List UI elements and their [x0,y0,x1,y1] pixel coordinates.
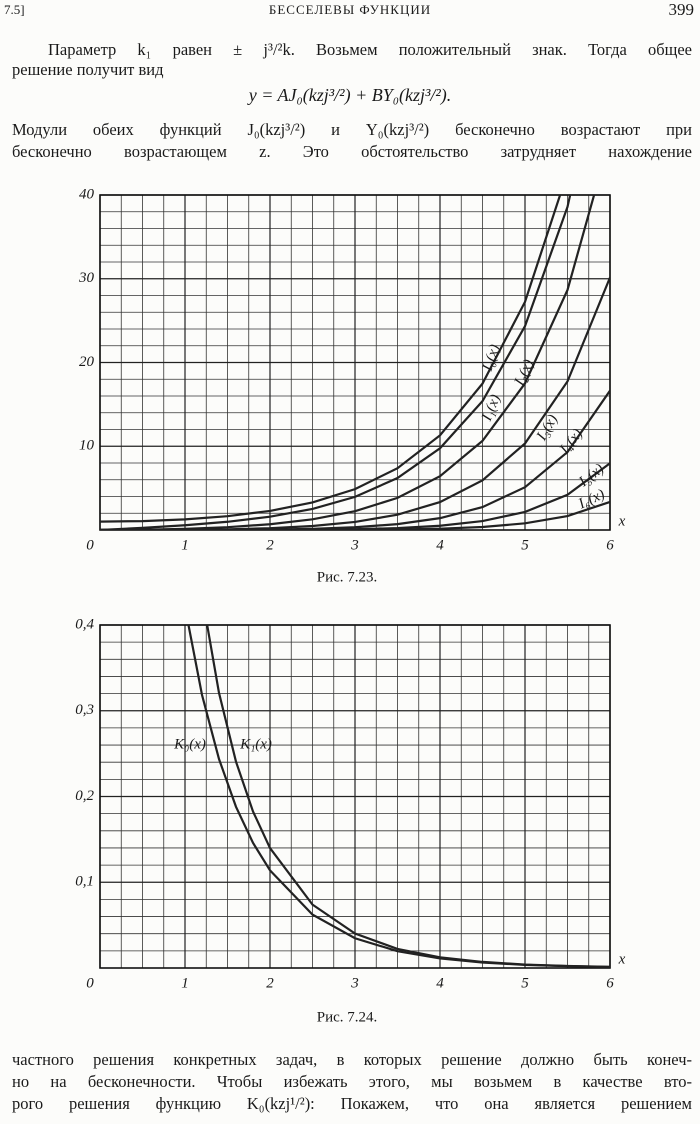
y-tick-label: 40 [79,186,95,202]
y-tick-label: 0,2 [75,788,94,804]
y-tick-label: 20 [79,354,95,370]
x-tick-label: 2 [266,975,274,991]
y-tick-label: 0,3 [75,702,94,718]
text-line: бесконечно возрастающем z. Это обстоятел… [12,142,692,161]
curve [100,500,610,530]
x-tick-label: 0 [86,537,94,553]
curve [100,195,572,530]
x-tick-label: 4 [436,537,444,553]
text-line: частного решения конкретных задач, в кот… [12,1050,692,1069]
section-number: 7.5] [4,2,25,17]
x-axis-label: x [618,513,626,529]
x-tick-label: 6 [606,537,614,553]
x-tick-label: 3 [350,537,359,553]
curve-label: K₀(x) [173,736,206,752]
page-number: 399 [668,0,695,19]
running-title: БЕССЕЛЕВЫ ФУНКЦИИ [268,2,432,17]
curve [206,625,610,968]
x-tick-label: 0 [86,975,94,991]
text-line: но на бесконечности. Чтобы избежать этог… [12,1072,692,1091]
x-tick-label: 1 [181,537,189,553]
x-tick-label: 5 [521,975,529,991]
curve-label: I₃(x) [533,412,561,444]
text-line: Модули обеих функций J₀(kzj³/²) и Y₀(kzj… [12,120,692,139]
text-line: рого решения функцию K₀(kzj¹/²): Покажем… [12,1094,692,1113]
text-line: Параметр k₁ равен ± j³/²k. Возьмем полож… [48,40,692,59]
x-axis-label: x [618,951,626,967]
x-tick-label: 3 [350,975,359,991]
x-tick-label: 1 [181,975,189,991]
formula: y = AJ₀(kzj³/²) + BY₀(kzj³/²). [248,85,452,105]
x-tick-label: 5 [521,537,529,553]
chart: 0 1 2 3 4 5 6 0,1 0,2 0,3 0,4 x Рис. 7.24. K₀(x) K₁(x) [75,616,626,1025]
text-line: решение получит вид [12,60,164,79]
figure-caption: Рис. 7.23. [317,569,378,585]
curve-label: K₁(x) [239,736,272,752]
x-tick-label: 4 [436,975,444,991]
y-tick-label: 30 [78,270,95,286]
plot-frame [99,624,611,969]
y-tick-label: 10 [79,438,95,454]
curve [100,195,562,523]
x-tick-label: 6 [606,975,614,991]
y-tick-label: 0,4 [75,616,94,632]
x-tick-label: 2 [266,537,274,553]
figure-caption: Рис. 7.24. [317,1009,378,1025]
y-tick-label: 0,1 [75,874,94,890]
